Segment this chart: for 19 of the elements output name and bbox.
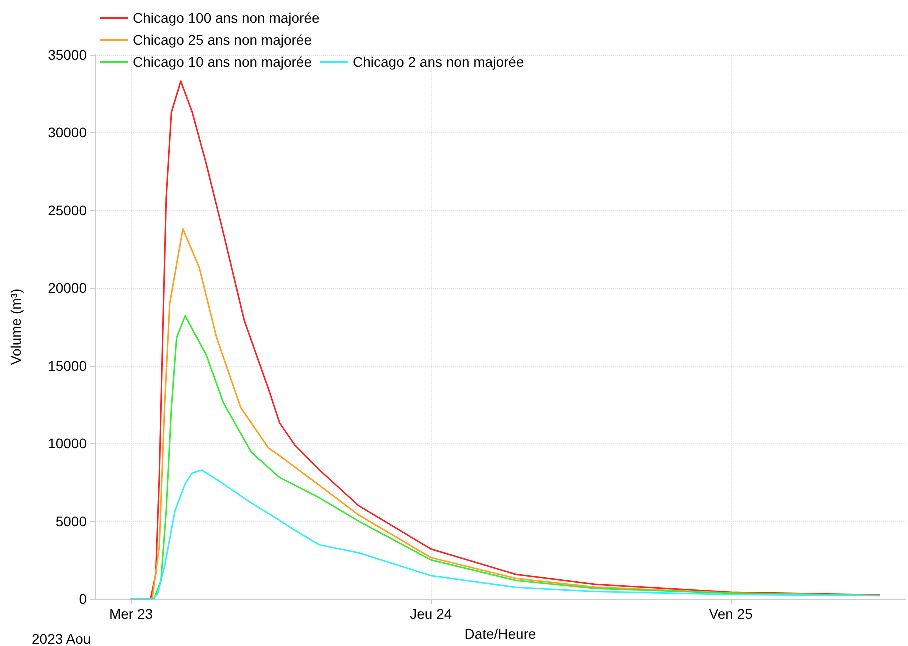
y-tick-label: 20000 [48,280,88,296]
legend-label: Chicago 100 ans non majorée [133,10,320,26]
legend-label: Chicago 25 ans non majorée [133,32,312,48]
line-series [130,470,881,600]
y-tick-label: 35000 [48,47,88,63]
x-tick-label: Ven 25 [709,606,754,622]
x-tick-label: Mer 23 [109,606,154,622]
x-axis-title: Date/Heure [464,626,537,642]
text: 2023 Aou [32,631,92,646]
y-tick-label: 25000 [48,202,88,218]
y-tick-label: 10000 [48,436,88,452]
y-tick-label: 5000 [56,513,88,530]
y-tick-label: 15000 [48,358,88,374]
x-tick-label: Jeu 24 [410,606,452,622]
y-axis-title: Volume (m³) [8,288,24,366]
y-tick-label: 0 [79,591,88,607]
y-tick-label: 30000 [48,124,88,141]
legend-label: Chicago 2 ans non majorée [353,54,524,70]
legend-label: Chicago 10 ans non majorée [133,54,312,70]
